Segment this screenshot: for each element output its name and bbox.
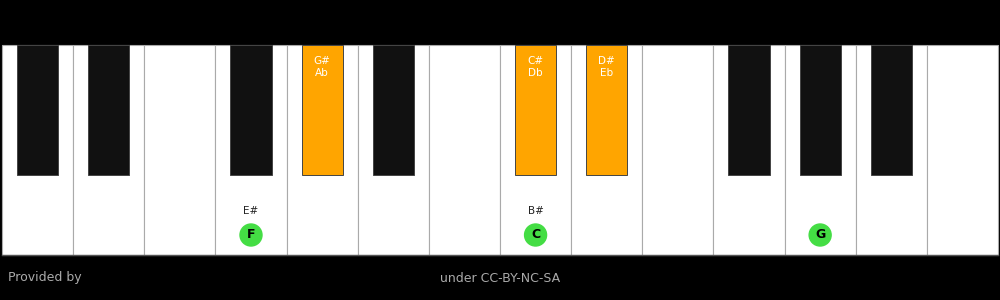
Bar (73, 45, 144, 255)
Text: Ab: Ab (315, 68, 329, 78)
Bar (642, 45, 713, 255)
Circle shape (525, 224, 547, 246)
Text: C#: C# (528, 56, 544, 66)
Bar (144, 45, 215, 255)
Circle shape (598, 152, 616, 170)
Text: E#: E# (243, 206, 259, 216)
Text: G#: G# (314, 56, 331, 66)
Bar (927, 45, 998, 255)
Text: D#: D# (598, 56, 615, 66)
Bar (586, 45, 627, 175)
Bar (713, 45, 785, 255)
Bar (571, 45, 642, 255)
Text: B#: B# (528, 206, 544, 216)
Bar (302, 45, 343, 175)
Text: F: F (247, 229, 255, 242)
Text: under CC-BY-NC-SA: under CC-BY-NC-SA (440, 272, 560, 284)
Bar (373, 45, 414, 175)
Circle shape (527, 152, 545, 170)
Text: Provided by: Provided by (8, 272, 82, 284)
Bar (230, 45, 272, 175)
Bar (287, 45, 358, 255)
Text: Eb: Eb (600, 68, 613, 78)
Text: Db: Db (528, 68, 543, 78)
Bar (215, 45, 287, 255)
Bar (2, 45, 73, 255)
Bar (17, 45, 58, 175)
Text: C: C (531, 229, 540, 242)
Bar (429, 45, 500, 255)
Bar (871, 45, 912, 175)
Bar (800, 45, 841, 175)
Text: G: G (815, 229, 825, 242)
Circle shape (240, 224, 262, 246)
Bar (500, 45, 571, 255)
Bar (358, 45, 429, 255)
Bar (88, 45, 129, 175)
Bar (785, 45, 856, 255)
Bar (856, 45, 927, 255)
Circle shape (313, 152, 331, 170)
Bar (515, 45, 556, 175)
Bar (728, 45, 770, 175)
Circle shape (809, 224, 831, 246)
